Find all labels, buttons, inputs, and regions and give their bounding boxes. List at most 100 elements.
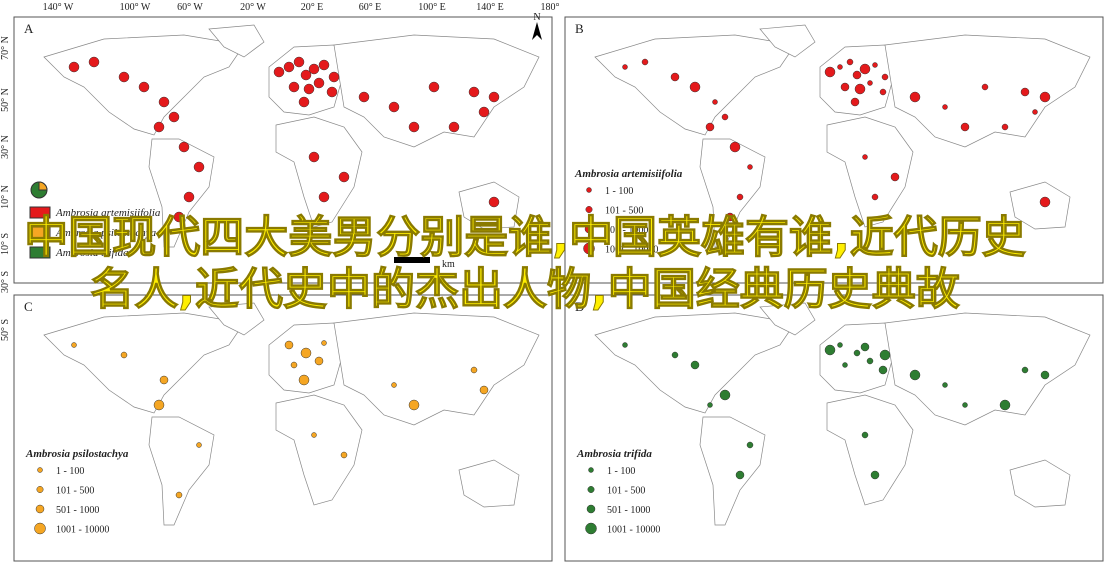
occurrence-dot: [71, 342, 77, 348]
occurrence-dot: [690, 360, 700, 370]
occurrence-dot: [870, 470, 880, 480]
occurrence-dot: [488, 91, 500, 103]
longitude-label: 140° W: [43, 2, 74, 13]
occurrence-dot: [284, 340, 294, 350]
occurrence-dot: [298, 374, 310, 386]
occurrence-dot: [719, 389, 731, 401]
legend-item: 501 - 1000: [607, 505, 650, 516]
occurrence-dot: [622, 64, 628, 70]
occurrence-dot: [88, 56, 100, 68]
occurrence-dot: [1020, 87, 1030, 97]
occurrence-dot: [428, 81, 440, 93]
occurrence-dot: [1021, 366, 1029, 374]
occurrence-dot: [1039, 91, 1051, 103]
legend-item: 501 - 1000: [56, 505, 99, 516]
occurrence-dot: [175, 491, 183, 499]
occurrence-dot: [850, 97, 860, 107]
occurrence-dot: [671, 351, 679, 359]
latitude-label: 50° N: [0, 88, 11, 112]
occurrence-dot: [326, 86, 338, 98]
legend-item: 1001 - 10000: [607, 525, 660, 536]
occurrence-dot: [183, 191, 195, 203]
occurrence-dot: [840, 82, 850, 92]
occurrence-dot: [747, 164, 753, 170]
longitude-label: 100° W: [120, 2, 151, 13]
occurrence-dot: [670, 72, 680, 82]
occurrence-dot: [878, 365, 888, 375]
occurrence-dot: [313, 77, 325, 89]
occurrence-dot: [721, 113, 729, 121]
occurrence-dot: [478, 106, 490, 118]
occurrence-dot: [824, 66, 836, 78]
occurrence-dot: [853, 349, 861, 357]
legend-item: Ambrosia trifida: [55, 247, 129, 259]
legend-item: 1 - 100: [605, 186, 633, 197]
legend-dot: [585, 522, 597, 535]
occurrence-dot: [852, 70, 862, 80]
occurrence-dot: [273, 66, 285, 78]
legend-dot: [586, 504, 596, 514]
legend-title: Ambrosia trifida: [576, 448, 652, 460]
occurrence-dot: [837, 342, 843, 348]
occurrence-dot: [824, 344, 836, 356]
occurrence-dot: [470, 366, 478, 374]
occurrence-dot: [890, 172, 900, 182]
occurrence-dot: [68, 61, 80, 73]
legend-dot: [585, 206, 593, 213]
legend-item: Ambrosia psilostachya: [55, 227, 157, 239]
occurrence-dot: [866, 357, 874, 365]
occurrence-dot: [311, 432, 317, 438]
latitude-label: 30° S: [0, 271, 11, 293]
panel-label: C: [24, 299, 33, 314]
legend-title: Ambrosia artemisiifolia: [574, 168, 683, 180]
legend-item: 101 - 500: [56, 486, 94, 497]
occurrence-dot: [862, 154, 868, 160]
legend-dot: [586, 187, 592, 193]
occurrence-dot: [1001, 123, 1009, 131]
legend-item: Ambrosia artemisiifolia: [55, 207, 161, 219]
occurrence-dot: [879, 349, 891, 361]
legend-swatch: [29, 206, 51, 219]
legend-pie-slice: [38, 181, 48, 191]
occurrence-dot: [193, 161, 205, 173]
occurrence-dot: [735, 470, 745, 480]
occurrence-dot: [283, 61, 295, 73]
occurrence-dot: [173, 211, 185, 223]
legend-item: 1 - 100: [56, 466, 84, 477]
occurrence-dot: [999, 399, 1011, 411]
occurrence-dot: [861, 431, 869, 439]
occurrence-dot: [303, 83, 315, 95]
occurrence-dot: [318, 191, 330, 203]
legend-dot: [37, 467, 43, 473]
occurrence-dot: [842, 362, 848, 368]
occurrence-dot: [960, 122, 970, 132]
occurrence-dot: [867, 80, 873, 86]
occurrence-dot: [314, 356, 324, 366]
occurrence-dot: [159, 375, 169, 385]
legend-dot: [35, 504, 45, 514]
panel-label: D: [575, 299, 584, 314]
map-panel: B Ambrosia artemisiifolia 1 - 100 101 - 500…: [564, 16, 1104, 284]
occurrence-dot: [288, 81, 300, 93]
legend-dot: [584, 224, 594, 234]
latitude-label: 50° S: [0, 319, 11, 341]
occurrence-dot: [408, 399, 420, 411]
latitude-label: 70° N: [0, 36, 11, 60]
map-panel: A Ambrosia artemisiifolia Ambrosia psilost…: [13, 16, 553, 284]
north-arrow: [532, 22, 542, 40]
legend-item: 101 - 500: [605, 206, 643, 217]
occurrence-dot: [300, 347, 312, 359]
scale-bar: [394, 257, 430, 263]
occurrence-dot: [293, 56, 305, 68]
occurrence-dot: [468, 86, 480, 98]
occurrence-dot: [340, 451, 348, 459]
legend-item: 1001 - 10000: [605, 245, 658, 256]
panel-label: A: [24, 21, 34, 36]
legend-dot: [588, 467, 594, 473]
occurrence-dot: [981, 83, 989, 91]
occurrence-dot: [391, 382, 397, 388]
occurrence-dot: [746, 441, 754, 449]
occurrence-dot: [729, 141, 741, 153]
occurrence-dot: [358, 91, 370, 103]
